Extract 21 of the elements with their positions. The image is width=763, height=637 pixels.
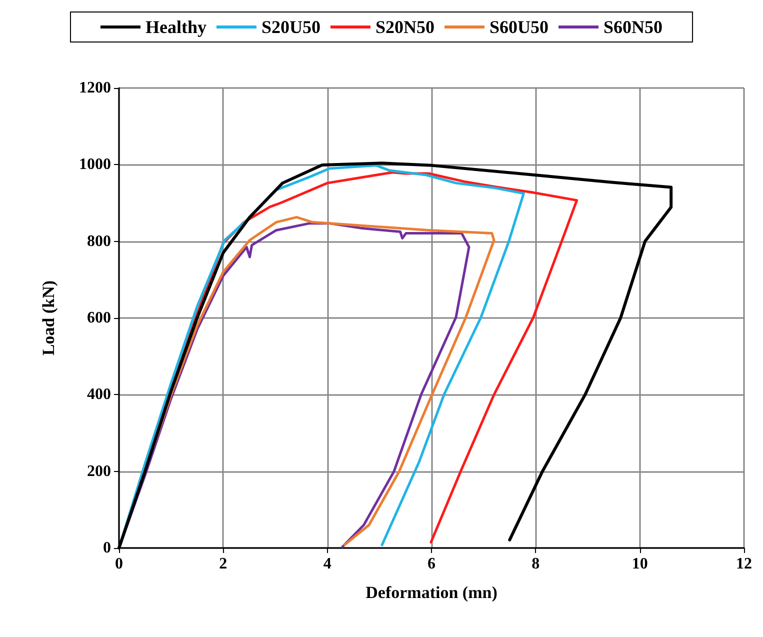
y-tick-label: 1200 — [79, 80, 111, 96]
x-axis-title: Deformation (mn) — [366, 583, 498, 602]
y-tick-label: 1000 — [79, 156, 111, 174]
legend-label: Healthy — [145, 17, 206, 37]
x-tick-label: 0 — [115, 556, 123, 572]
y-axis-title: Load (kN) — [39, 280, 58, 356]
legend-label: S20N50 — [375, 17, 435, 37]
x-tick-label: 8 — [532, 556, 540, 572]
x-tick-label: 6 — [428, 556, 436, 572]
y-tick-label: 600 — [87, 310, 111, 326]
legend-label: S60N50 — [604, 17, 663, 37]
x-tick-label: 2 — [219, 556, 228, 572]
y-tick-label: 200 — [87, 462, 111, 480]
x-tick-label: 10 — [632, 556, 648, 572]
x-tick-label: 4 — [323, 556, 332, 572]
legend-label: S60U50 — [490, 17, 549, 37]
y-tick-label: 400 — [87, 386, 111, 404]
legend-label: S20U50 — [261, 17, 320, 37]
y-tick-label: 0 — [103, 540, 111, 556]
x-tick-label: 12 — [736, 556, 752, 572]
y-tick-label: 800 — [87, 232, 111, 250]
